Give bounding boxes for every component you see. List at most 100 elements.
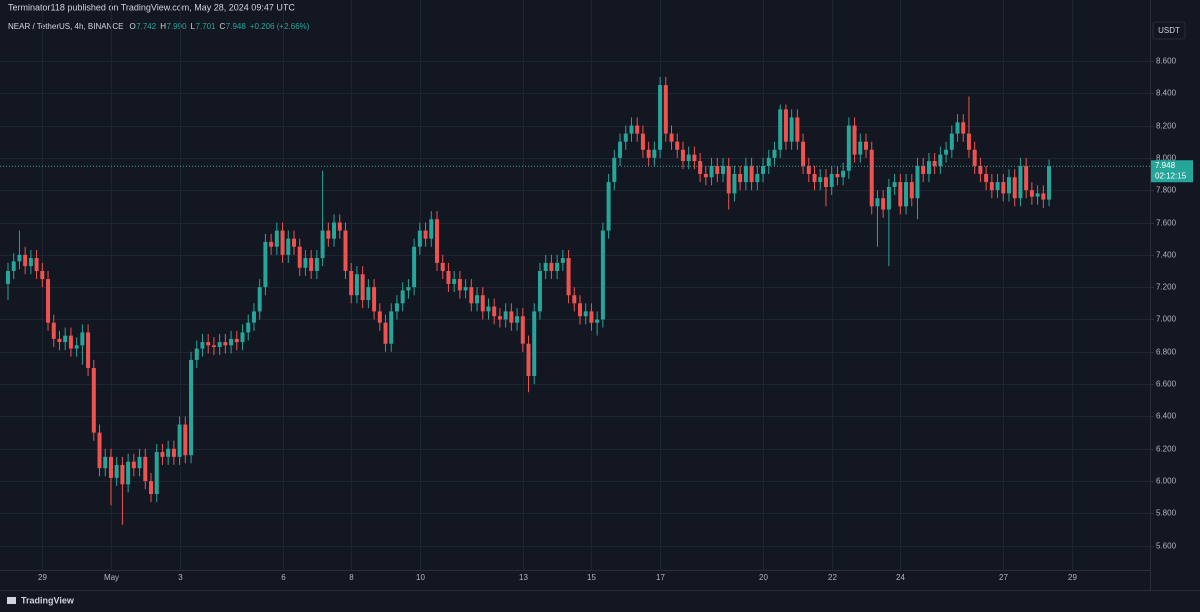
candle-body <box>406 287 411 291</box>
candle-body <box>709 165 714 178</box>
candle-body <box>11 261 16 271</box>
candle-body <box>583 311 588 317</box>
candle-body <box>543 262 548 271</box>
candle-body <box>526 343 531 377</box>
candle-body <box>171 448 176 457</box>
x-tick-label: 29 <box>1068 573 1077 582</box>
x-tick-label: 29 <box>38 573 47 582</box>
candle-body <box>486 306 491 312</box>
candle-body <box>578 303 582 317</box>
candle-body <box>126 461 131 485</box>
branding: TradingView <box>21 595 75 605</box>
candle-body <box>154 452 159 495</box>
candle-body <box>721 165 725 175</box>
candle-body <box>492 306 497 317</box>
logo-icon <box>7 597 16 604</box>
candle-body <box>366 287 371 301</box>
candle-body <box>200 342 205 349</box>
y-tick-label: 8.400 <box>1156 89 1177 98</box>
candle-body <box>835 174 840 178</box>
footer-logo: TradingView <box>7 595 75 605</box>
candle-body <box>246 322 251 333</box>
candle-body <box>932 161 937 166</box>
candle-body <box>881 198 886 210</box>
candle-body <box>904 182 909 207</box>
candle-body <box>715 165 720 175</box>
candle-body <box>349 270 354 296</box>
y-tick-label: 6.800 <box>1156 348 1177 357</box>
x-tick-label: May <box>104 573 119 582</box>
candle-body <box>412 246 417 288</box>
candle-body <box>898 182 903 207</box>
candle-body <box>812 174 817 183</box>
legend: NEAR / TetherUS, 4h, BINANCE O 7.742 H 7.990… <box>8 22 310 31</box>
candle-body <box>177 424 182 457</box>
candle-body <box>206 342 211 346</box>
candle-body <box>137 456 142 469</box>
candle-body <box>274 230 279 247</box>
candle-body <box>532 311 537 377</box>
candle-body <box>423 230 428 239</box>
candle-body <box>761 165 766 175</box>
candle-body <box>978 165 983 175</box>
candle-body <box>921 165 926 175</box>
x-tick-label: 22 <box>828 573 837 582</box>
legend-key: C <box>220 22 226 31</box>
candle-body <box>795 117 800 142</box>
candle-body <box>452 279 457 284</box>
candle-body <box>892 182 897 187</box>
candle-body <box>686 154 691 162</box>
candles <box>6 77 1052 525</box>
candle-body <box>783 109 788 142</box>
candle-body <box>394 303 399 312</box>
candle-body <box>377 311 382 323</box>
y-tick-label: 8.600 <box>1156 57 1177 66</box>
candle-body <box>509 311 514 323</box>
candle-body <box>520 316 525 344</box>
legend-value: 7.742 <box>136 22 157 31</box>
candle-body <box>211 345 216 347</box>
candle-body <box>595 319 600 323</box>
x-tick-label: 6 <box>281 573 286 582</box>
candle-body <box>257 287 262 312</box>
candle-body <box>560 258 565 263</box>
x-tick-label: 3 <box>178 573 183 582</box>
candle-body <box>600 230 605 320</box>
candle-body <box>537 270 542 312</box>
y-tick-label: 6.600 <box>1156 380 1177 389</box>
y-tick-label: 7.200 <box>1156 283 1177 292</box>
candle-body <box>475 295 480 304</box>
candle-body <box>1041 193 1046 200</box>
candle-body <box>120 464 125 485</box>
legend-change: +0.206 (+2.66%) <box>250 22 310 31</box>
candle-body <box>938 154 943 166</box>
y-tick-label: 7.000 <box>1156 315 1177 324</box>
candle-body <box>417 230 422 247</box>
candle-body <box>114 464 119 478</box>
x-tick-label: 13 <box>519 573 528 582</box>
candle-body <box>354 274 359 296</box>
candle-body <box>303 258 308 268</box>
y-tick-label: 5.600 <box>1156 542 1177 551</box>
candle-body <box>984 174 989 183</box>
candle-body <box>829 174 834 187</box>
candle-body <box>738 174 743 183</box>
candle-body <box>886 186 891 210</box>
candle-body <box>612 157 617 183</box>
candle-body <box>875 198 880 207</box>
candle-body <box>229 338 234 346</box>
candle-body <box>646 149 651 158</box>
currency: USDT <box>1158 26 1180 35</box>
candle-body <box>869 149 874 207</box>
candle-body <box>1007 177 1011 194</box>
y-tick-label: 8.200 <box>1156 122 1177 131</box>
y-tick-label: 7.800 <box>1156 186 1177 195</box>
candle-body <box>846 125 851 171</box>
candle-body <box>86 332 91 368</box>
candle-body <box>446 270 451 284</box>
candle-body <box>131 461 136 469</box>
candle-body <box>480 295 485 312</box>
candle-body <box>1029 190 1034 197</box>
candle-body <box>944 149 949 155</box>
